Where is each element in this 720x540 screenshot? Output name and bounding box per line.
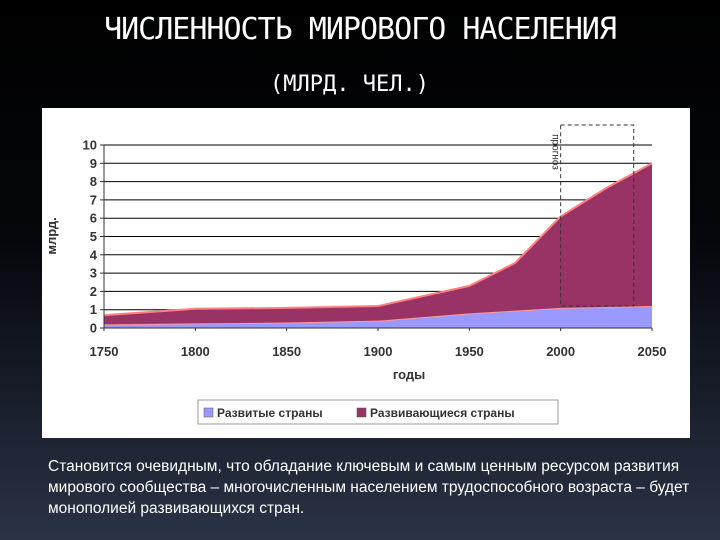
y-tick-label: 1 [90, 302, 97, 317]
legend-label-developing: Развивающиеся страны [370, 406, 515, 420]
y-tick-label: 7 [90, 192, 97, 207]
y-tick-label: 4 [90, 247, 98, 262]
legend-swatch-developing [356, 407, 367, 418]
y-axis-label: млрд. [44, 217, 59, 254]
axes: 0 1 2 3 4 5 6 7 8 9 10 1750 1800 1850 1900 1950 2000 2050 [83, 138, 667, 360]
x-tick-label: 1750 [90, 344, 119, 359]
x-tick-label: 2000 [546, 344, 575, 359]
y-tick-label: 8 [90, 174, 97, 189]
y-tick-label: 2 [90, 284, 97, 299]
slide-subtitle: (МЛРД. ЧЕЛ.) [270, 72, 429, 97]
y-tick-label: 9 [90, 156, 97, 171]
area-series-1 [104, 163, 652, 325]
y-tick-label: 6 [90, 211, 97, 226]
legend-label-developed: Развитые страны [217, 406, 323, 420]
forecast-label: прогноз [550, 134, 561, 170]
y-tick-label: 0 [90, 321, 97, 336]
legend-swatch-developed [203, 407, 214, 418]
x-tick-label: 1800 [181, 344, 210, 359]
x-tick-label: 2050 [638, 344, 667, 359]
x-tick-label: 1950 [455, 344, 484, 359]
population-area-chart: прогноз 0 1 2 3 4 5 6 7 8 9 10 1750 1800 1850 1900 1950… [44, 124, 667, 425]
area-edge-1 [103, 162, 653, 317]
y-tick-label: 3 [90, 266, 97, 281]
slide-title: ЧИСЛЕННОСТЬ МИРОВОГО НАСЕЛЕНИЯ [104, 12, 617, 47]
slide-caption: Становится очевидным, что обладание ключ… [48, 458, 690, 517]
legend: Развитые страны Развивающиеся страны [197, 399, 559, 425]
y-tick-label: 5 [90, 229, 97, 244]
chart-panel: прогноз 0 1 2 3 4 5 6 7 8 9 10 1750 1800 1850 1900 1950… [42, 108, 690, 438]
x-axis-label: годы [393, 367, 425, 382]
x-tick-label: 1850 [272, 344, 301, 359]
x-tick-label: 1900 [364, 344, 393, 359]
legend-frame [197, 399, 559, 425]
y-tick-label: 10 [83, 138, 97, 153]
forecast-box: прогноз [550, 124, 635, 307]
area-series [103, 162, 653, 328]
forecast-rect [560, 124, 635, 307]
